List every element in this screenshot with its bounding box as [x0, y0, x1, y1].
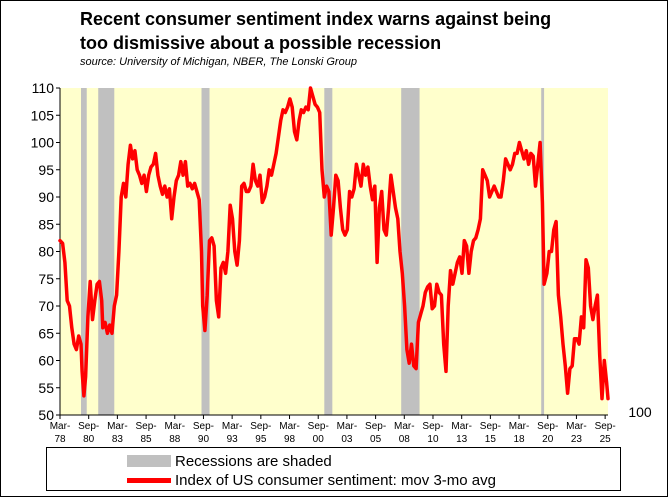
x-tick-label-month-15: Sep-: [480, 421, 501, 432]
plot-area: [60, 88, 608, 415]
x-tick-label-year-18: 23: [571, 434, 583, 445]
recession-band-0: [81, 88, 87, 415]
x-tick-label-month-16: Mar-: [509, 421, 530, 432]
x-tick-label-year-8: 98: [284, 434, 296, 445]
y-tick-label-95: 95: [38, 162, 54, 178]
y-tick-label-70: 70: [38, 298, 54, 314]
recession-band-2: [201, 88, 210, 415]
y-tick-label-100: 100: [31, 135, 55, 151]
right-annotation: 100: [628, 404, 652, 420]
chart-source-note: source: University of Michigan, NBER, Th…: [80, 56, 357, 68]
x-tick-label-month-1: Sep-: [78, 421, 99, 432]
x-tick-label-month-4: Mar-: [164, 421, 185, 432]
chart-title-line-1: Recent consumer sentiment index warns ag…: [80, 9, 552, 29]
x-tick-label-month-13: Sep-: [422, 421, 443, 432]
y-tick-label-85: 85: [38, 216, 54, 232]
y-tick-label-110: 110: [32, 80, 55, 96]
x-tick-label-year-2: 83: [112, 434, 124, 445]
legend-item-recessions: Recessions are shaded: [127, 452, 332, 470]
x-tick-label-year-3: 85: [141, 434, 153, 445]
x-tick-label-month-19: Sep-: [595, 421, 616, 432]
x-tick-label-month-8: Mar-: [279, 421, 300, 432]
y-tick-label-60: 60: [38, 353, 54, 369]
x-tick-label-month-6: Mar-: [222, 421, 243, 432]
x-tick-label-year-4: 88: [169, 434, 181, 445]
legend-item-sentiment: Index of US consumer sentiment: mov 3-mo…: [127, 471, 496, 489]
legend-swatch-sentiment: [127, 477, 171, 483]
x-tick-label-month-5: Sep-: [193, 421, 214, 432]
x-tick-label-month-7: Sep-: [250, 421, 271, 432]
x-tick-label-month-12: Mar-: [394, 421, 415, 432]
x-tick-label-month-0: Mar-: [50, 421, 71, 432]
x-tick-label-month-3: Sep-: [136, 421, 157, 432]
x-tick-label-year-14: 13: [456, 434, 468, 445]
x-tick-label-year-9: 00: [313, 434, 325, 445]
x-tick-label-month-18: Mar-: [566, 421, 587, 432]
chart-title-line-2: too dismissive about a possible recessio…: [80, 33, 442, 53]
x-tick-label-year-15: 15: [485, 434, 497, 445]
x-tick-label-year-16: 18: [513, 434, 525, 445]
legend-label-recessions: Recessions are shaded: [175, 452, 332, 470]
x-tick-label-month-10: Mar-: [337, 421, 358, 432]
x-tick-label-month-17: Sep-: [537, 421, 558, 432]
x-tick-label-year-12: 08: [399, 434, 411, 445]
recession-band-1: [98, 88, 115, 415]
y-tick-label-50: 50: [38, 407, 54, 423]
x-tick-label-month-14: Mar-: [451, 421, 472, 432]
x-tick-label-year-10: 03: [341, 434, 353, 445]
y-tick-label-80: 80: [38, 244, 54, 260]
x-tick-label-year-5: 90: [198, 434, 210, 445]
x-tick-label-year-11: 05: [370, 434, 382, 445]
x-tick-label-month-11: Sep-: [365, 421, 386, 432]
sentiment-series-line: [58, 86, 610, 401]
y-tick-label-105: 105: [31, 107, 55, 123]
x-tick-label-month-2: Mar-: [107, 421, 128, 432]
x-tick-label-month-9: Sep-: [308, 421, 329, 432]
x-tick-label-year-0: 78: [54, 434, 66, 445]
recession-band-3: [324, 88, 333, 415]
legend-label-sentiment: Index of US consumer sentiment: mov 3-mo…: [175, 471, 496, 489]
y-tick-label-75: 75: [38, 271, 54, 287]
x-tick-label-year-19: 25: [600, 434, 612, 445]
y-tick-label-90: 90: [38, 189, 54, 205]
y-tick-label-65: 65: [38, 325, 54, 341]
x-tick-label-year-17: 20: [542, 434, 554, 445]
chart-legend: Recessions are shaded Index of US consum…: [46, 447, 621, 491]
legend-swatch-recessions: [127, 455, 171, 467]
x-tick-label-year-6: 93: [227, 434, 239, 445]
x-tick-label-year-13: 10: [427, 434, 439, 445]
y-tick-label-55: 55: [38, 380, 54, 396]
x-tick-label-year-1: 80: [83, 434, 95, 445]
x-tick-label-year-7: 95: [255, 434, 267, 445]
